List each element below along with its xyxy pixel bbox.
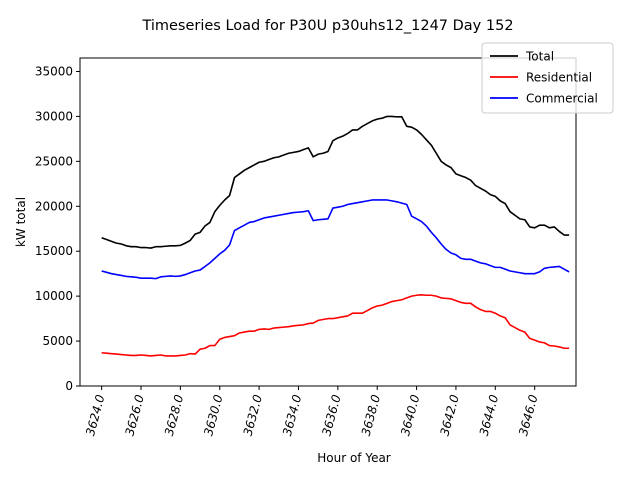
y-tick-label: 35000 [35,64,73,78]
y-axis-ticks: 0 5000 10000 15000 20000 25000 30000 35000 [35,64,80,393]
legend: Total Residential Commercial [481,42,614,114]
legend-label-residential: Residential [526,71,592,85]
series-lines [101,115,570,357]
series-line-residential [101,293,570,357]
y-tick-label: 20000 [35,199,73,213]
series-line-total [101,115,570,249]
y-tick-label: 0 [65,379,73,393]
y-tick-label: 25000 [35,154,73,168]
plot-frame [79,57,577,387]
x-axis-label: Hour of Year [317,451,391,465]
legend-label-total: Total [525,50,554,64]
y-tick-label: 10000 [35,289,73,303]
y-axis-label: kW total [14,197,28,247]
legend-box [481,42,614,114]
chart-title: Timeseries Load for P30U p30uhs12_1247 D… [141,18,513,34]
legend-label-commercial: Commercial [526,92,598,106]
series-line-commercial [101,199,570,280]
y-tick-label: 15000 [35,244,73,258]
y-tick-label: 5000 [42,334,73,348]
y-tick-label: 30000 [35,109,73,123]
